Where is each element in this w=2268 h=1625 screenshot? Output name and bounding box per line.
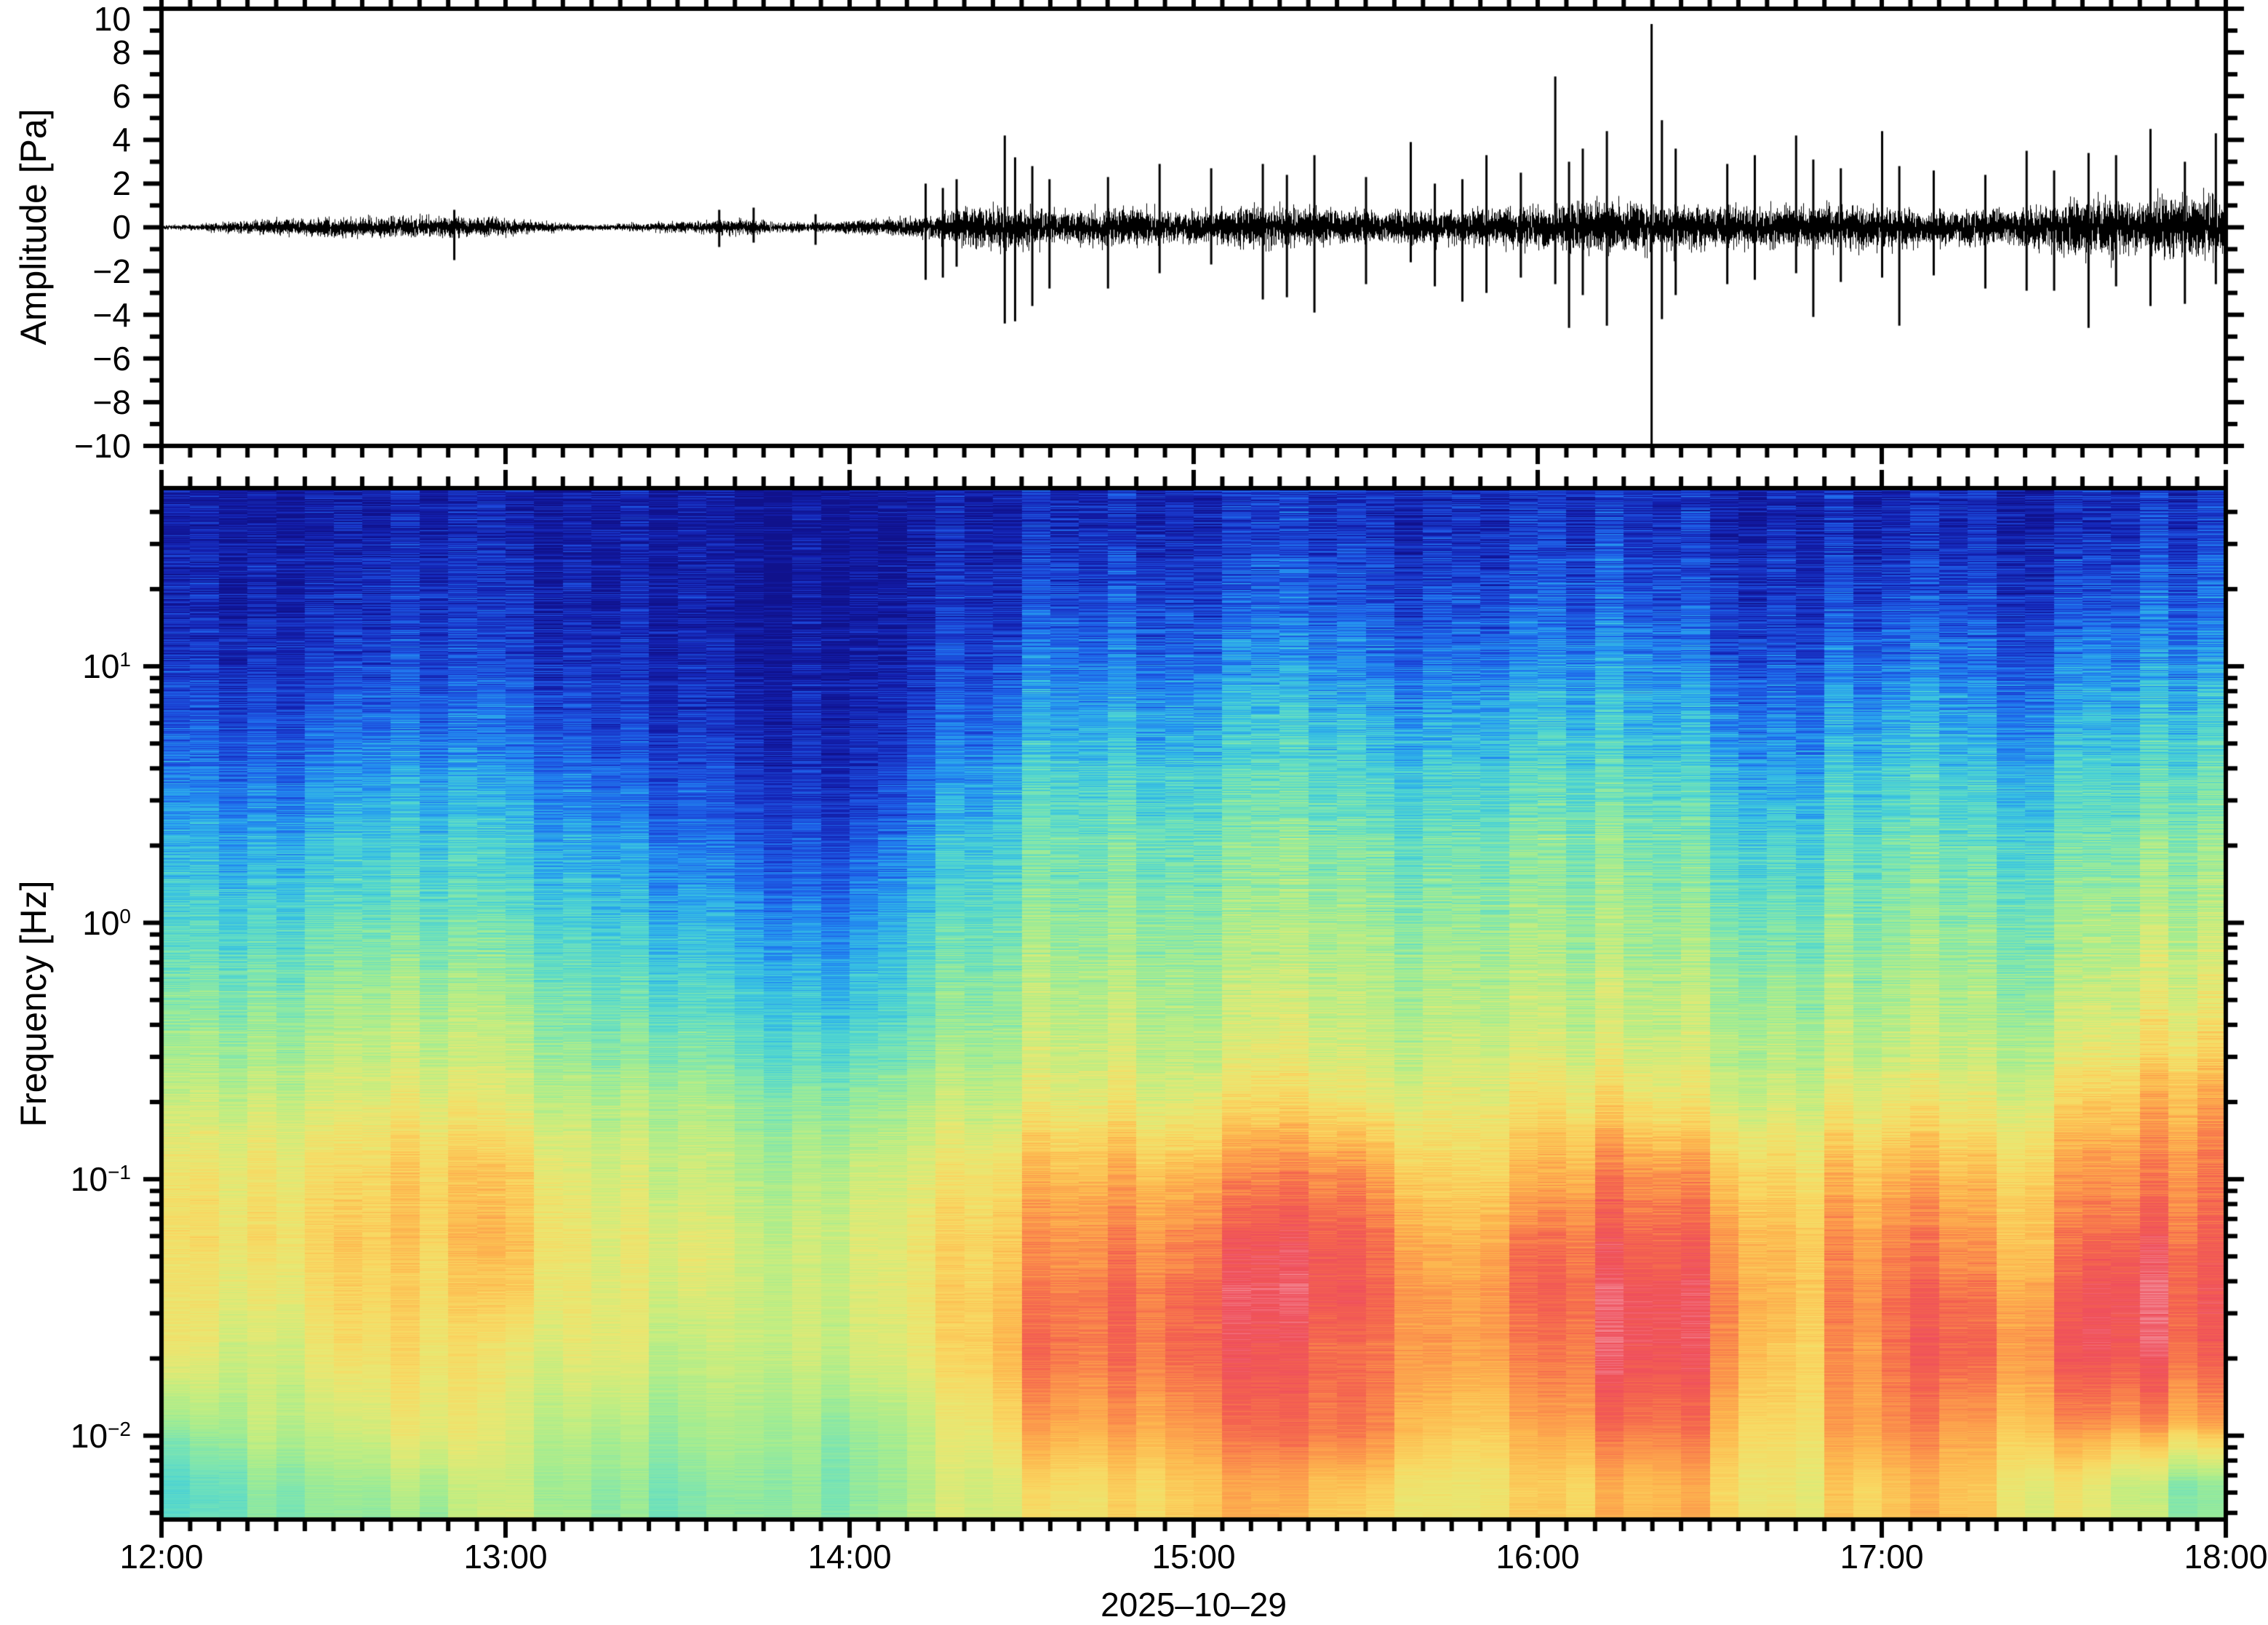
- amp-tick-label: 2: [112, 164, 131, 202]
- freq-tick-label: 10−2: [0, 1416, 131, 1461]
- amp-tick-label: 4: [112, 121, 131, 159]
- freq-tick-exponent: −1: [108, 1161, 131, 1183]
- freq-tick-exponent: 0: [119, 905, 131, 927]
- amp-tick-label: −8: [92, 383, 131, 421]
- freq-tick-exponent: 1: [119, 648, 131, 671]
- x-tick-label: 16:00: [1496, 1538, 1580, 1576]
- amp-tick-label: −6: [92, 340, 131, 378]
- freq-tick-exponent: −2: [108, 1418, 131, 1440]
- amp-tick-label: 10: [93, 0, 131, 38]
- amp-tick-label: 8: [112, 33, 131, 71]
- amp-tick-label: 6: [112, 77, 131, 115]
- amp-tick-label: −4: [92, 296, 131, 334]
- x-tick-label: 18:00: [2184, 1538, 2268, 1576]
- x-tick-label: 17:00: [1840, 1538, 1924, 1576]
- freq-tick-label: 100: [0, 903, 131, 949]
- freq-tick-mantissa: 10: [82, 647, 120, 685]
- amp-tick-label: −2: [92, 252, 131, 290]
- freq-tick-mantissa: 10: [70, 1417, 108, 1455]
- amp-tick-label: −10: [73, 427, 131, 465]
- x-tick-label: 15:00: [1151, 1538, 1236, 1576]
- date-label: 2025–10–29: [1101, 1586, 1287, 1624]
- freq-tick-label: 101: [0, 646, 131, 692]
- x-tick-label: 12:00: [119, 1538, 204, 1576]
- x-tick-label: 13:00: [463, 1538, 548, 1576]
- amp-tick-label: 0: [112, 208, 131, 246]
- freq-tick-mantissa: 10: [70, 1160, 108, 1198]
- freq-tick-mantissa: 10: [82, 904, 120, 942]
- freq-tick-label: 10−1: [0, 1159, 131, 1205]
- x-tick-label: 14:00: [807, 1538, 892, 1576]
